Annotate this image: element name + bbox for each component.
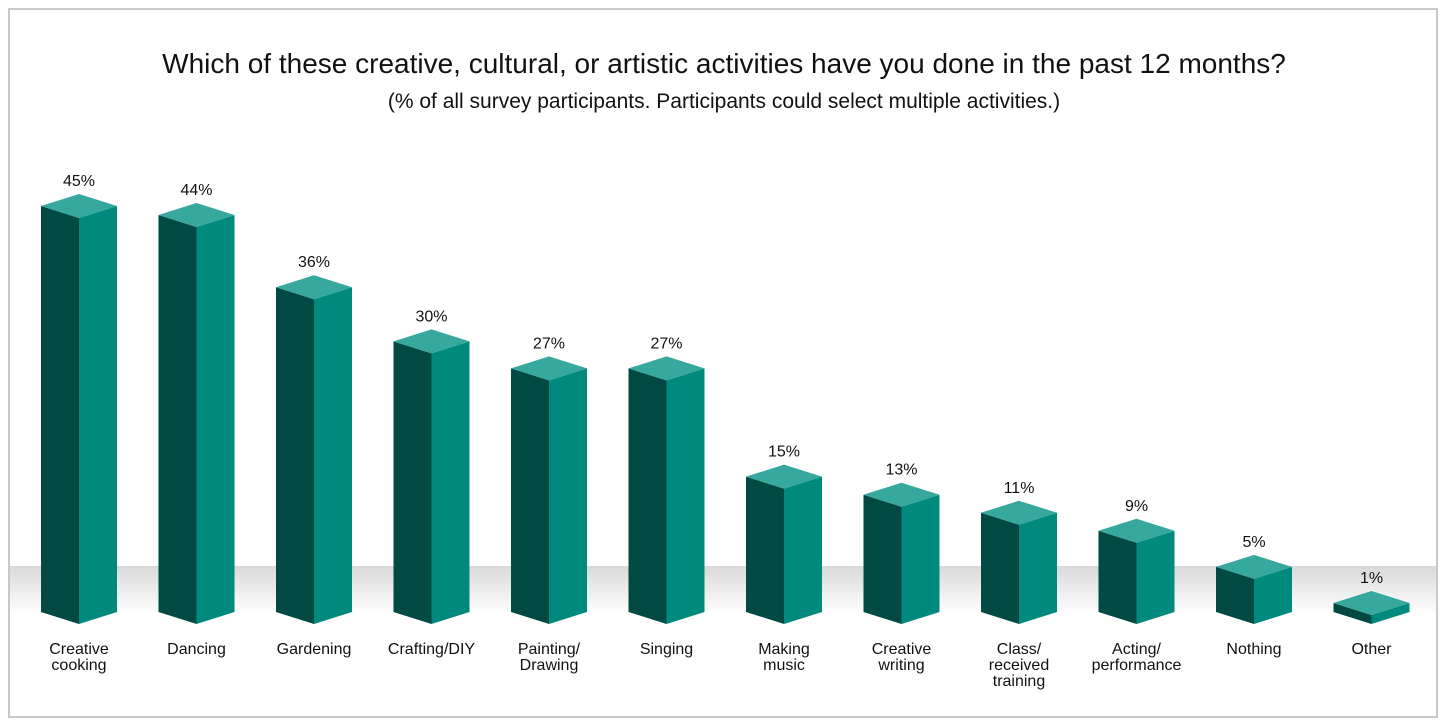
category-label-line: Crafting/DIY bbox=[388, 641, 475, 658]
bar-side-face bbox=[628, 368, 667, 624]
bar-side-face bbox=[276, 287, 314, 624]
bar-front-face bbox=[1019, 512, 1057, 624]
category-label-line: Singing bbox=[640, 641, 693, 658]
value-label: 36% bbox=[298, 254, 330, 271]
labels-group: 45%Creative cooking44%Dancing36%Gardening… bbox=[49, 173, 1392, 690]
bar-top-face bbox=[1098, 518, 1175, 543]
value-label: 5% bbox=[1242, 534, 1265, 551]
value-label: 27% bbox=[533, 335, 565, 352]
bar-front-face bbox=[79, 206, 117, 624]
value-label: 15% bbox=[768, 444, 800, 461]
bar-front-face bbox=[1254, 566, 1292, 624]
category-label-line: performance bbox=[1092, 657, 1182, 674]
bars-group bbox=[41, 194, 1410, 624]
bar-top-face bbox=[1216, 554, 1292, 579]
category-label: Gardening bbox=[277, 641, 352, 658]
category-label-line: Creative bbox=[49, 641, 109, 658]
value-label: 9% bbox=[1125, 498, 1148, 515]
value-label: 45% bbox=[63, 173, 95, 190]
bar-top-face bbox=[863, 482, 940, 507]
bar-top-face bbox=[746, 464, 822, 489]
bar-front-face bbox=[901, 494, 940, 624]
category-label-line: received bbox=[989, 657, 1049, 674]
bar-top-face bbox=[628, 356, 705, 381]
bar-side-face bbox=[158, 215, 197, 624]
bar-4 bbox=[511, 356, 587, 624]
category-label-line: music bbox=[763, 657, 805, 674]
bar-front-face bbox=[314, 287, 352, 624]
category-label: Creative cooking bbox=[49, 641, 109, 674]
category-label: Singing bbox=[640, 641, 693, 658]
bar-side-face bbox=[393, 341, 432, 624]
category-label-line: Drawing bbox=[520, 657, 579, 674]
bar-9 bbox=[1098, 518, 1175, 624]
bar-front-face bbox=[666, 368, 705, 624]
bar-side-face bbox=[863, 494, 902, 624]
bar-1 bbox=[158, 203, 235, 624]
value-label: 30% bbox=[415, 308, 447, 325]
bar-front-face bbox=[431, 341, 470, 624]
bar-front-face bbox=[784, 476, 822, 624]
category-label-line: Creative bbox=[872, 641, 932, 658]
bar-top-face bbox=[41, 194, 117, 218]
bar-6 bbox=[746, 464, 822, 624]
bar-top-face bbox=[1333, 590, 1410, 615]
value-label: 44% bbox=[180, 182, 212, 199]
category-label-line: Gardening bbox=[277, 641, 352, 658]
bar-10 bbox=[1216, 554, 1292, 624]
bar-11 bbox=[1333, 590, 1410, 624]
chart-floor bbox=[10, 566, 1436, 614]
category-label-line: Other bbox=[1351, 641, 1392, 658]
category-label-line: Painting/ bbox=[518, 641, 581, 658]
bar-0 bbox=[41, 194, 117, 624]
bar-5 bbox=[628, 356, 705, 624]
value-label: 27% bbox=[650, 335, 682, 352]
bar-side-face bbox=[1333, 602, 1372, 624]
chart-title: Which of these creative, cultural, or ar… bbox=[162, 48, 1286, 79]
bar-front-face bbox=[1371, 602, 1410, 624]
category-label: Class/received training bbox=[989, 641, 1049, 690]
category-label: Creative writing bbox=[872, 641, 932, 674]
bar-top-face bbox=[981, 500, 1057, 525]
bar-side-face bbox=[981, 512, 1019, 624]
bar-side-face bbox=[1098, 530, 1137, 624]
bar-side-face bbox=[41, 206, 79, 624]
bar-top-face bbox=[393, 329, 470, 354]
bar-front-face bbox=[549, 368, 587, 624]
bar-side-face bbox=[746, 476, 784, 624]
value-label: 1% bbox=[1360, 570, 1383, 587]
category-label-line: Making bbox=[758, 641, 810, 658]
category-label-line: Acting/ bbox=[1112, 641, 1161, 658]
bar-7 bbox=[863, 482, 940, 624]
category-label-line: Nothing bbox=[1226, 641, 1281, 658]
bar-front-face bbox=[1136, 530, 1175, 624]
category-label-line: cooking bbox=[51, 657, 106, 674]
category-label: Dancing bbox=[167, 641, 226, 658]
bar-top-face bbox=[276, 275, 352, 300]
bar-3 bbox=[393, 329, 470, 624]
category-label: Making music bbox=[758, 641, 810, 674]
bar-side-face bbox=[511, 368, 549, 624]
bar-2 bbox=[276, 275, 352, 624]
category-label: Other bbox=[1351, 641, 1392, 658]
bar-side-face bbox=[1216, 566, 1254, 624]
bar-front-face bbox=[196, 215, 235, 624]
category-label: Nothing bbox=[1226, 641, 1281, 658]
category-label: Crafting/DIY bbox=[388, 641, 475, 658]
category-label-line: Dancing bbox=[167, 641, 226, 658]
bar-top-face bbox=[158, 203, 235, 228]
chart-subtitle: (% of all survey participants. Participa… bbox=[387, 90, 1061, 113]
category-label: Acting/performance bbox=[1092, 641, 1182, 674]
bar-8 bbox=[981, 500, 1057, 624]
value-label: 11% bbox=[1004, 480, 1035, 497]
category-label: Painting/Drawing bbox=[518, 641, 581, 674]
value-label: 13% bbox=[885, 462, 917, 479]
category-label-line: Class/ bbox=[997, 641, 1042, 658]
category-label-line: training bbox=[993, 673, 1045, 690]
bar-top-face bbox=[511, 356, 587, 381]
category-label-line: writing bbox=[877, 657, 924, 674]
